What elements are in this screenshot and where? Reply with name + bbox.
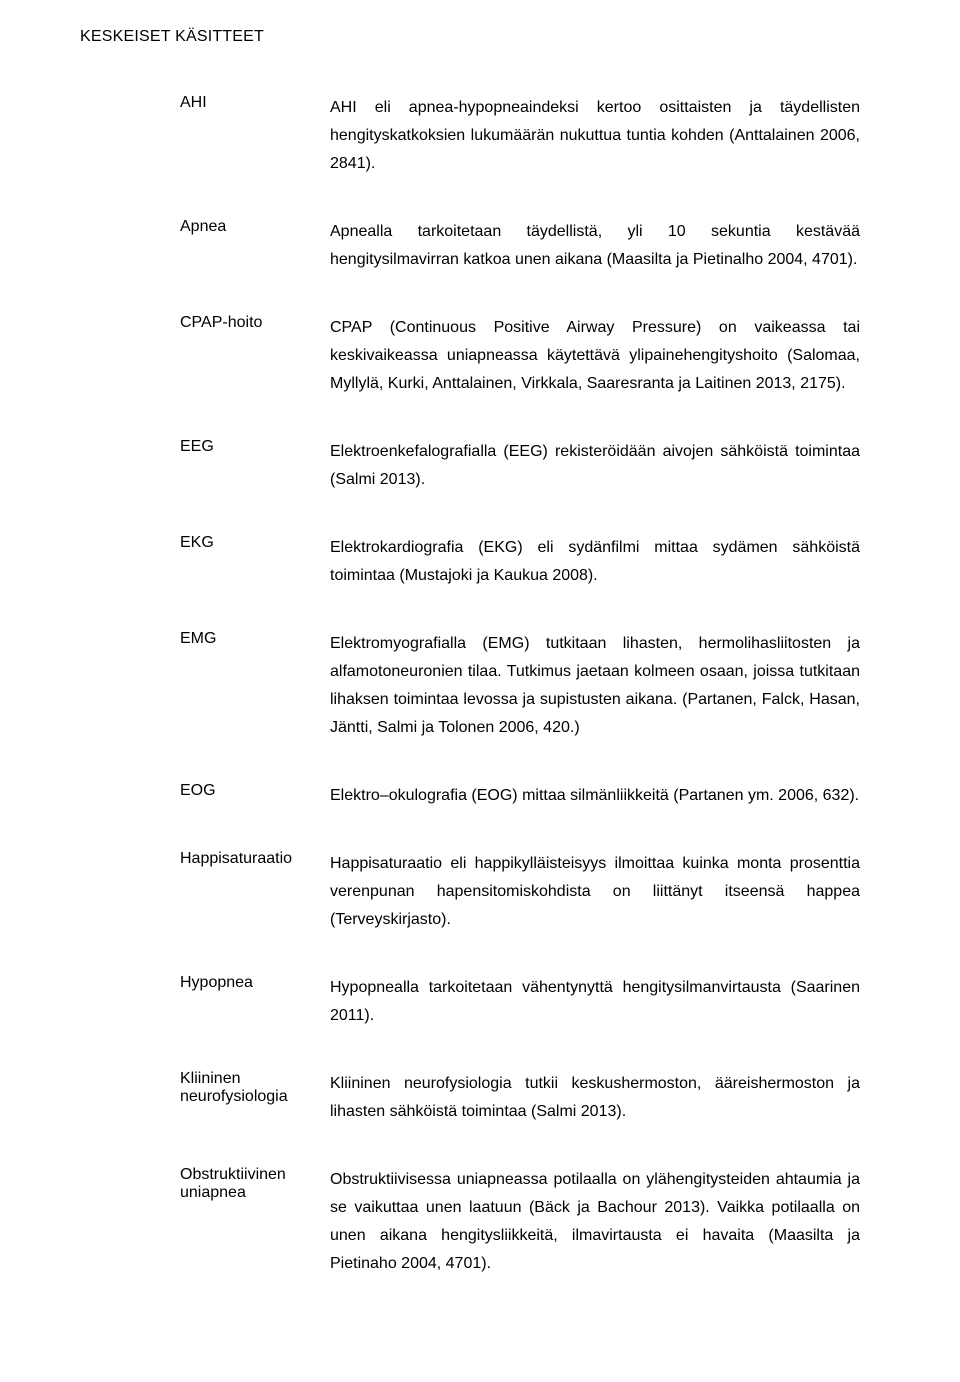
definition-text: Elektrokardiografia (EKG) eli sydänfilmi… — [330, 534, 860, 590]
term-label: Hypopnea — [80, 974, 330, 992]
definition-entry: EOGElektro–okulografia (EOG) mittaa silm… — [80, 782, 860, 810]
definition-entry: EMGElektromyografialla (EMG) tutkitaan l… — [80, 630, 860, 742]
definition-entry: Obstruktiivinen uniapneaObstruktiivisess… — [80, 1166, 860, 1278]
term-label: Kliininen neurofysiologia — [80, 1070, 330, 1106]
definition-entry: HappisaturaatioHappisaturaatio eli happi… — [80, 850, 860, 934]
definition-text: Hypopnealla tarkoitetaan vähentynyttä he… — [330, 974, 860, 1030]
definition-text: Happisaturaatio eli happikylläisteisyys … — [330, 850, 860, 934]
term-label: Obstruktiivinen uniapnea — [80, 1166, 330, 1202]
definition-text: Elektroenkefalografialla (EEG) rekisterö… — [330, 438, 860, 494]
definition-entry: EKGElektrokardiografia (EKG) eli sydänfi… — [80, 534, 860, 590]
document-page: KESKEISET KÄSITTEET AHIAHI eli apnea-hyp… — [0, 0, 960, 1382]
term-label: CPAP-hoito — [80, 314, 330, 332]
definition-entry: CPAP-hoitoCPAP (Continuous Positive Airw… — [80, 314, 860, 398]
term-label: EEG — [80, 438, 330, 456]
definition-entry: HypopneaHypopnealla tarkoitetaan vähenty… — [80, 974, 860, 1030]
page-title: KESKEISET KÄSITTEET — [80, 28, 860, 46]
definition-text: Elektromyografialla (EMG) tutkitaan liha… — [330, 630, 860, 742]
definition-list: AHIAHI eli apnea-hypopneaindeksi kertoo … — [80, 94, 860, 1278]
definition-entry: EEGElektroenkefalografialla (EEG) rekist… — [80, 438, 860, 494]
term-label: EOG — [80, 782, 330, 800]
term-label: Happisaturaatio — [80, 850, 330, 868]
definition-entry: AHIAHI eli apnea-hypopneaindeksi kertoo … — [80, 94, 860, 178]
definition-entry: Kliininen neurofysiologiaKliininen neuro… — [80, 1070, 860, 1126]
definition-text: Obstruktiivisessa uniapneassa potilaalla… — [330, 1166, 860, 1278]
definition-text: Elektro–okulografia (EOG) mittaa silmänl… — [330, 782, 860, 810]
term-label: AHI — [80, 94, 330, 112]
term-label: EKG — [80, 534, 330, 552]
definition-text: Kliininen neurofysiologia tutkii keskush… — [330, 1070, 860, 1126]
definition-text: CPAP (Continuous Positive Airway Pressur… — [330, 314, 860, 398]
definition-text: AHI eli apnea-hypopneaindeksi kertoo osi… — [330, 94, 860, 178]
term-label: EMG — [80, 630, 330, 648]
definition-entry: ApneaApnealla tarkoitetaan täydellistä, … — [80, 218, 860, 274]
definition-text: Apnealla tarkoitetaan täydellistä, yli 1… — [330, 218, 860, 274]
term-label: Apnea — [80, 218, 330, 236]
